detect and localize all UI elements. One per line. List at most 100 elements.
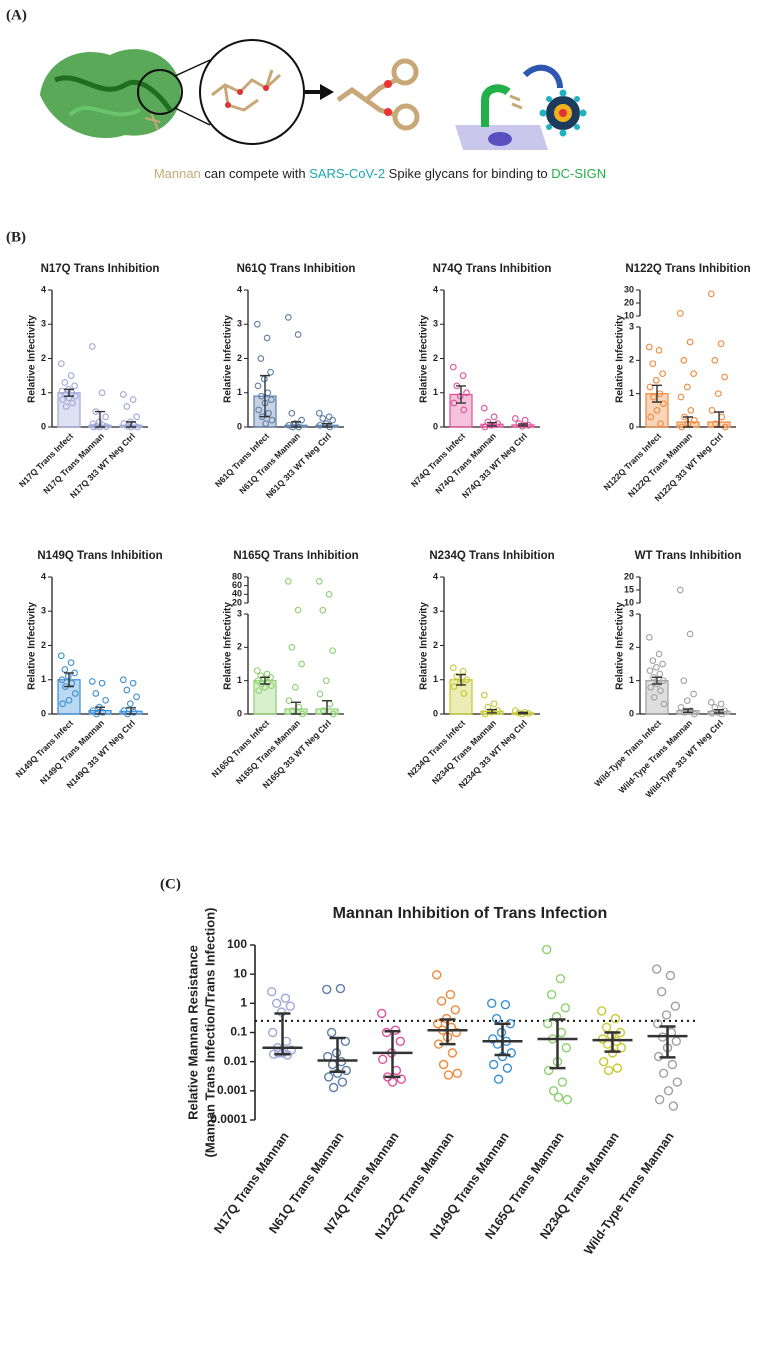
- y-tick-label: 3: [41, 606, 46, 616]
- y-tick-label: 30: [624, 284, 634, 294]
- iqr-bar: [329, 1036, 346, 1074]
- data-point: [665, 970, 676, 981]
- chart-title: WT Trans Inhibition: [635, 550, 742, 562]
- data-point: [57, 360, 65, 367]
- y-tick-label: 1: [433, 674, 438, 684]
- y-tick-label: 3: [629, 608, 634, 618]
- x-tick-label: N234Q Trans Infect: [405, 718, 467, 780]
- y-tick-label: 3: [433, 319, 438, 329]
- data-point: [450, 683, 458, 690]
- error-bar: [64, 672, 74, 688]
- data-point: [61, 666, 69, 673]
- y-tick-label: 0.0001: [210, 1112, 247, 1126]
- caption-part: can compete with: [201, 166, 309, 181]
- x-tick-label: N149Q Trans Infect: [13, 718, 75, 780]
- data-point: [268, 1027, 278, 1038]
- error-bar: [322, 699, 332, 715]
- data-point: [98, 679, 106, 687]
- data-point: [325, 590, 333, 598]
- y-tick-label: 3: [237, 608, 242, 618]
- y-tick-label: 1: [240, 996, 247, 1010]
- data-point: [493, 1074, 504, 1084]
- chart-title: N234Q Trans Inhibition: [429, 550, 554, 562]
- data-point: [71, 382, 78, 390]
- error-bar: [487, 421, 497, 427]
- y-tick-label: 0: [433, 421, 438, 431]
- data-point: [543, 1019, 553, 1029]
- x-tick-label: N61Q Trans Infect: [213, 431, 271, 489]
- y-tick-label: 4: [41, 284, 46, 294]
- iqr-bar: [439, 1018, 456, 1046]
- error-bar: [714, 708, 724, 714]
- y-axis-label: Relative Infectivity: [615, 315, 626, 403]
- y-tick-label: 1: [41, 674, 46, 684]
- y-tick-label: 80: [232, 571, 242, 581]
- y-tick-label: 0: [237, 421, 242, 431]
- data-point: [652, 964, 662, 974]
- data-point: [645, 343, 653, 351]
- data-point: [690, 690, 697, 698]
- caption-part: Spike glycans for binding to: [385, 166, 551, 181]
- schematic: [40, 39, 587, 150]
- chart-title: N165Q Trans Inhibition: [233, 550, 358, 562]
- data-point: [133, 413, 140, 421]
- y-tick-label: 0: [433, 708, 438, 718]
- data-point: [133, 693, 140, 701]
- data-point: [315, 577, 323, 585]
- y-tick-label: 2: [41, 640, 46, 650]
- data-point: [267, 987, 277, 997]
- data-point: [65, 696, 73, 704]
- data-point: [326, 1027, 337, 1038]
- data-point: [449, 363, 457, 371]
- y-tick-label: 1: [629, 388, 634, 398]
- data-point: [690, 416, 698, 424]
- chart-title: N122Q Trans Inhibition: [625, 263, 750, 275]
- y-tick-label: 10: [234, 966, 248, 980]
- data-point: [459, 372, 467, 379]
- y-axis-label: Relative Infectivity: [27, 315, 38, 403]
- y-tick-label: 20: [624, 571, 634, 581]
- data-point: [542, 944, 552, 955]
- data-point: [92, 690, 100, 697]
- y-tick-label: 1: [237, 675, 242, 685]
- data-point: [285, 421, 293, 429]
- data-point: [89, 707, 97, 714]
- data-point: [653, 406, 661, 414]
- y-axis-label: Relative Infectivity: [419, 315, 430, 403]
- data-point: [654, 1094, 665, 1105]
- data-point: [255, 687, 263, 695]
- data-point: [254, 382, 262, 390]
- data-point: [653, 1019, 663, 1029]
- y-axis-label: Relative Infectivity: [615, 602, 626, 690]
- chart-title: N17Q Trans Inhibition: [41, 263, 160, 275]
- y-tick-label: 3: [237, 319, 242, 329]
- data-point: [449, 664, 457, 672]
- data-point: [494, 420, 501, 427]
- data-point: [717, 700, 725, 708]
- y-tick-label: 1: [41, 387, 46, 397]
- data-point: [271, 998, 282, 1009]
- data-point: [707, 698, 715, 706]
- data-point: [488, 1059, 499, 1070]
- y-axis-label: Relative Infectivity: [419, 602, 430, 690]
- data-point: [329, 416, 336, 424]
- data-point: [319, 606, 327, 614]
- data-point: [667, 1059, 678, 1070]
- data-point: [656, 670, 664, 678]
- data-point: [280, 993, 291, 1003]
- data-point: [655, 650, 663, 658]
- data-point: [395, 1036, 406, 1046]
- y-tick-label: 0.001: [217, 1083, 247, 1097]
- data-point: [668, 1101, 679, 1111]
- y-tick-label: 1: [237, 387, 242, 397]
- data-point: [71, 690, 79, 697]
- data-point: [460, 690, 468, 697]
- panel-label: (B): [6, 229, 26, 245]
- caption: Mannan can compete with SARS-CoV-2 Spike…: [154, 166, 606, 181]
- data-point: [294, 331, 302, 338]
- data-point: [680, 356, 688, 364]
- y-tick-label: 10: [624, 310, 634, 320]
- data-point: [463, 389, 470, 397]
- error-bar: [518, 423, 528, 427]
